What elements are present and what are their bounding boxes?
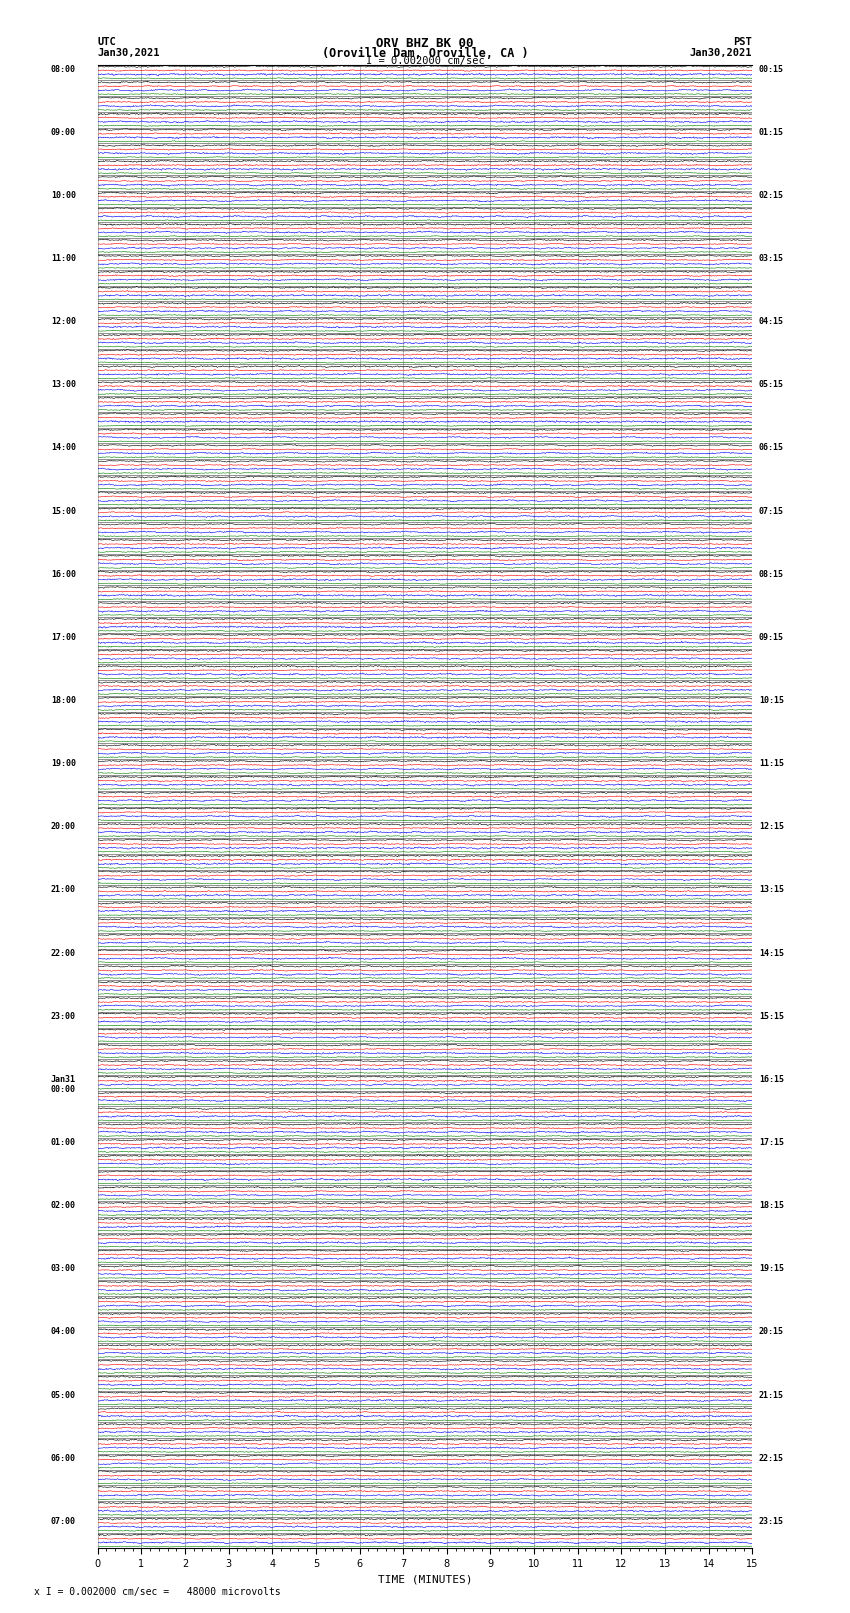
Text: 08:00: 08:00 (51, 65, 76, 74)
Text: I = 0.002000 cm/sec: I = 0.002000 cm/sec (366, 56, 484, 66)
Text: 18:15: 18:15 (759, 1202, 784, 1210)
Text: 03:00: 03:00 (51, 1265, 76, 1273)
Text: 14:00: 14:00 (51, 444, 76, 452)
Text: 19:15: 19:15 (759, 1265, 784, 1273)
Text: Jan31
00:00: Jan31 00:00 (51, 1074, 76, 1094)
X-axis label: TIME (MINUTES): TIME (MINUTES) (377, 1574, 473, 1584)
Text: 07:15: 07:15 (759, 506, 784, 516)
Text: 10:15: 10:15 (759, 695, 784, 705)
Text: 12:15: 12:15 (759, 823, 784, 831)
Text: 01:00: 01:00 (51, 1139, 76, 1147)
Text: 04:15: 04:15 (759, 318, 784, 326)
Text: 15:15: 15:15 (759, 1011, 784, 1021)
Text: 18:00: 18:00 (51, 695, 76, 705)
Text: PST: PST (734, 37, 752, 47)
Text: 08:15: 08:15 (759, 569, 784, 579)
Text: ORV BHZ BK 00: ORV BHZ BK 00 (377, 37, 473, 50)
Text: 09:00: 09:00 (51, 127, 76, 137)
Text: 19:00: 19:00 (51, 760, 76, 768)
Text: 05:15: 05:15 (759, 381, 784, 389)
Text: 22:00: 22:00 (51, 948, 76, 958)
Text: 21:15: 21:15 (759, 1390, 784, 1400)
Text: 11:15: 11:15 (759, 760, 784, 768)
Text: 17:15: 17:15 (759, 1139, 784, 1147)
Text: 23:15: 23:15 (759, 1516, 784, 1526)
Text: 03:15: 03:15 (759, 253, 784, 263)
Text: UTC: UTC (98, 37, 116, 47)
Text: 10:00: 10:00 (51, 190, 76, 200)
Text: 16:15: 16:15 (759, 1074, 784, 1084)
Text: 11:00: 11:00 (51, 253, 76, 263)
Text: 16:00: 16:00 (51, 569, 76, 579)
Text: 01:15: 01:15 (759, 127, 784, 137)
Text: 06:15: 06:15 (759, 444, 784, 452)
Text: 04:00: 04:00 (51, 1327, 76, 1337)
Text: 20:00: 20:00 (51, 823, 76, 831)
Text: 23:00: 23:00 (51, 1011, 76, 1021)
Text: 00:15: 00:15 (759, 65, 784, 74)
Text: x I = 0.002000 cm/sec =   48000 microvolts: x I = 0.002000 cm/sec = 48000 microvolts (34, 1587, 280, 1597)
Text: Jan30,2021: Jan30,2021 (98, 48, 161, 58)
Text: 12:00: 12:00 (51, 318, 76, 326)
Text: 21:00: 21:00 (51, 886, 76, 895)
Text: 05:00: 05:00 (51, 1390, 76, 1400)
Text: 13:15: 13:15 (759, 886, 784, 895)
Text: 17:00: 17:00 (51, 632, 76, 642)
Text: 09:15: 09:15 (759, 632, 784, 642)
Text: 02:00: 02:00 (51, 1202, 76, 1210)
Text: 22:15: 22:15 (759, 1453, 784, 1463)
Text: 20:15: 20:15 (759, 1327, 784, 1337)
Text: 06:00: 06:00 (51, 1453, 76, 1463)
Text: 07:00: 07:00 (51, 1516, 76, 1526)
Text: Jan30,2021: Jan30,2021 (689, 48, 752, 58)
Text: 13:00: 13:00 (51, 381, 76, 389)
Text: 02:15: 02:15 (759, 190, 784, 200)
Text: 15:00: 15:00 (51, 506, 76, 516)
Text: (Oroville Dam, Oroville, CA ): (Oroville Dam, Oroville, CA ) (321, 47, 529, 60)
Text: 14:15: 14:15 (759, 948, 784, 958)
